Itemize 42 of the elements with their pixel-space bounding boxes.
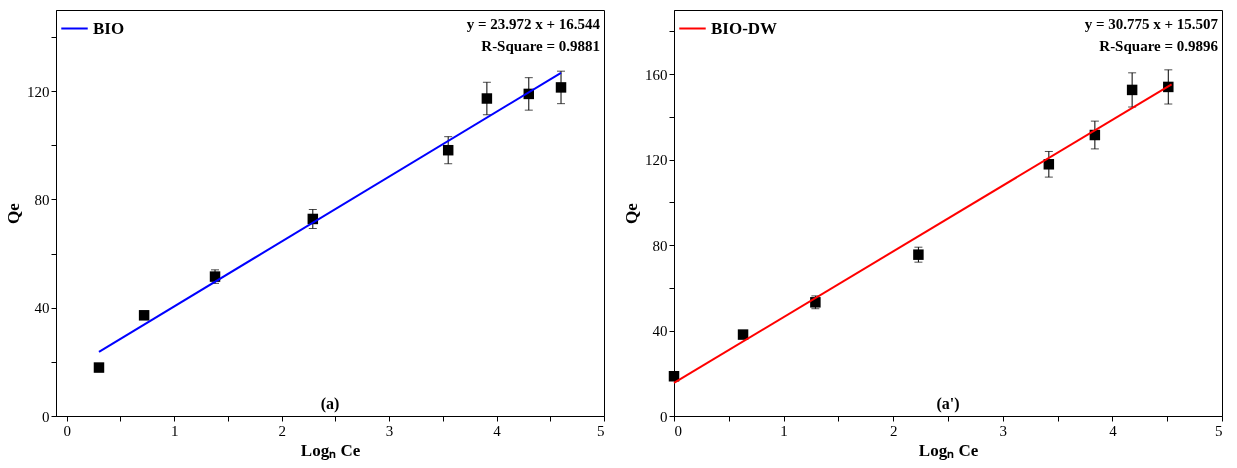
x-tick-label: 1 (170, 422, 179, 439)
y-tick-label: 160 (645, 66, 668, 83)
point (138, 310, 150, 321)
x-tick-label: 2 (278, 422, 286, 439)
annotation: R-Square = 0.9896 (1099, 38, 1219, 54)
y-tick-label: 40 (652, 323, 668, 340)
point (555, 82, 567, 93)
x-tick-label: 2 (889, 422, 898, 439)
y-tick-label: 0 (42, 408, 50, 425)
legend-label: BIO (93, 18, 125, 38)
y-tick-label: 120 (27, 83, 50, 100)
y-tick-label: 0 (660, 408, 668, 425)
x-tick-label: 0 (63, 422, 71, 439)
x-tick-label: 4 (493, 422, 502, 439)
y-tick-label: 120 (645, 152, 668, 169)
point (1043, 159, 1055, 170)
annotation: y = 30.775 x + 15.507 (1084, 16, 1219, 32)
point (668, 371, 680, 382)
annotation: (a') (936, 395, 960, 413)
point (737, 329, 749, 340)
x-tick-label: 3 (999, 422, 1008, 439)
x-tick-label: 4 (1109, 422, 1118, 439)
annotation: y = 23.972 x + 16.544 (466, 16, 601, 32)
x-tick-label: 1 (780, 422, 788, 439)
x-axis-title: Logₙ Ce (918, 440, 979, 460)
point (93, 362, 105, 373)
point (1126, 84, 1138, 96)
x-axis-title: Logₙ Ce (300, 440, 361, 460)
legend-label: BIO-DW (711, 18, 778, 38)
y-tick-label: 80 (34, 191, 50, 208)
y-axis-title: Qe (4, 202, 23, 224)
point (442, 144, 454, 156)
x-tick-label: 3 (385, 422, 394, 439)
x-tick-label: 5 (1215, 422, 1223, 439)
y-tick-label: 40 (34, 300, 50, 317)
annotation: (a) (320, 395, 340, 413)
annotation: R-Square = 0.9881 (481, 38, 600, 54)
y-axis-title: Qe (622, 202, 641, 224)
x-tick-label: 5 (597, 422, 605, 439)
y-tick-label: 80 (652, 237, 668, 254)
x-tick-label: 0 (674, 422, 682, 439)
point (481, 93, 493, 104)
